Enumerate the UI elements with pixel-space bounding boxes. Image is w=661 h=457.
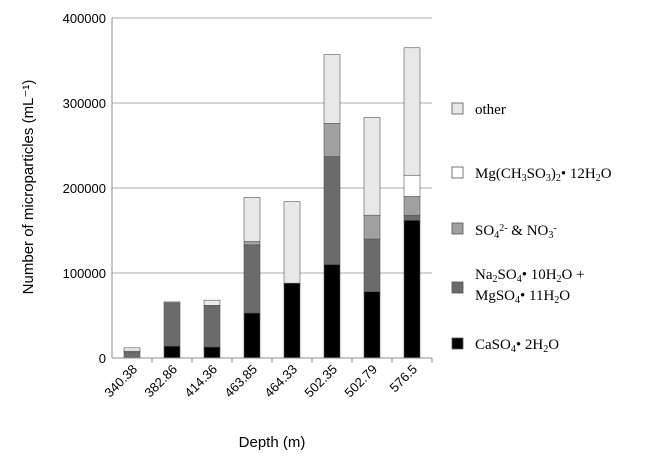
bar-segment <box>123 347 141 352</box>
bar-segment <box>323 156 341 265</box>
legend-label: Mg(CH3SO3)2• 12H2O <box>475 166 612 184</box>
y-tick-label: 0 <box>99 351 106 366</box>
bar-segment <box>243 244 261 314</box>
bar-segment <box>163 345 181 359</box>
bar-segment <box>243 197 261 242</box>
x-tick-label: 502.79 <box>341 362 380 401</box>
bar-segment <box>243 241 261 246</box>
bars <box>123 47 421 359</box>
x-axis-title: Depth (m) <box>239 434 306 451</box>
legend-swatch <box>451 222 464 235</box>
bar-segment <box>363 291 381 359</box>
bar-segment <box>203 305 221 348</box>
y-tick-label: 300000 <box>63 96 106 111</box>
bar-segment <box>363 238 381 293</box>
bar-segment <box>283 201 301 284</box>
bar-segment <box>403 220 421 359</box>
x-tick-label: 464.33 <box>261 362 300 401</box>
legend-swatch <box>451 337 464 350</box>
legend-label: CaSO4• 2H2O <box>475 337 559 355</box>
y-axis-title: Number of microparticles (mL⁻¹) <box>20 80 37 295</box>
gridlines <box>112 17 432 274</box>
bar-segment <box>243 312 261 359</box>
bar-segment <box>323 123 341 157</box>
bar-segment <box>323 54 341 124</box>
legend-swatch <box>451 281 464 294</box>
legend-swatch <box>451 166 464 179</box>
legend-label: other <box>475 102 506 118</box>
axes <box>111 18 433 363</box>
bar-segment <box>283 282 301 359</box>
y-tick-label: 200000 <box>63 181 106 196</box>
bar-segment <box>403 196 421 216</box>
bar-segment <box>363 214 381 240</box>
bar-segment <box>403 47 421 176</box>
x-tick-label: 463.85 <box>221 362 260 401</box>
y-tick-label: 100000 <box>63 266 106 281</box>
legend-swatch <box>451 102 464 115</box>
x-tick-label: 414.36 <box>181 362 220 401</box>
bar-segment <box>403 214 421 221</box>
x-tick-label: 502.35 <box>301 362 340 401</box>
legend-label: Na2SO4• 10H2O + <box>475 267 585 285</box>
legend-label: SO42- & NO3- <box>475 223 557 241</box>
bar-segment <box>323 264 341 359</box>
x-tick-labels: 340.38 382.86 414.36 463.85 464.33 502.35 502.… <box>101 362 420 401</box>
x-tick-label: 576.5 <box>387 362 421 396</box>
bar-segment <box>203 299 221 306</box>
bar-segment <box>363 117 381 216</box>
bar-segment <box>403 174 421 197</box>
bar-segment <box>203 346 221 359</box>
bar-segment <box>163 302 181 347</box>
x-tick-label: 340.38 <box>101 362 140 401</box>
bar-segment <box>163 301 181 304</box>
legend: other Mg(CH3SO3)2• 12H2O SO42- & NO3- Na2SO… <box>451 102 612 355</box>
y-tick-labels: 0 100000 200000 300000 400000 <box>63 11 106 366</box>
y-tick-label: 400000 <box>63 11 106 26</box>
bar-segment <box>123 351 141 359</box>
x-tick-label: 382.86 <box>141 362 180 401</box>
legend-label: MgSO4• 11H2O <box>475 288 570 306</box>
